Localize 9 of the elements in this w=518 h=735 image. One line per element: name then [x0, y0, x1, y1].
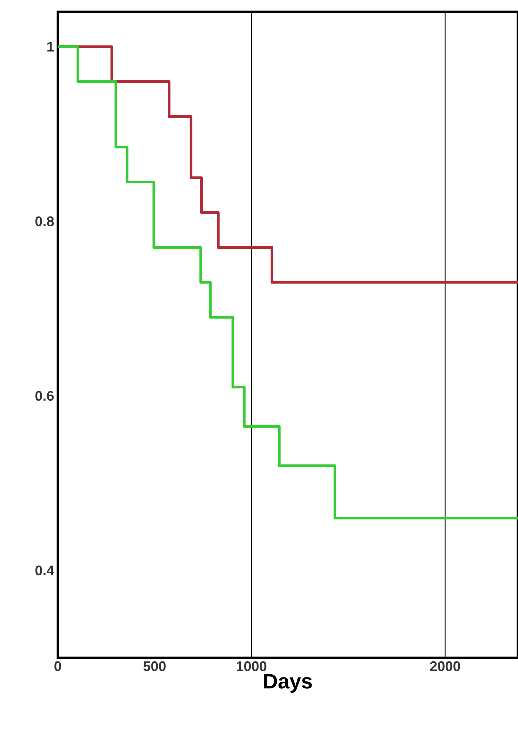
x-tick-label: 1000	[237, 662, 267, 672]
x-tick-label: 0	[54, 662, 62, 672]
x-axis-title: Days	[264, 674, 312, 693]
y-tick-label: 1	[48, 42, 54, 52]
y-tick-label: 0.8	[36, 216, 54, 226]
y-tick-label: 0.6	[36, 391, 54, 402]
y-tick-label: 0.4	[36, 566, 54, 576]
x-tick-label: 2000	[430, 662, 460, 672]
x-tick-label: 500	[144, 662, 166, 672]
